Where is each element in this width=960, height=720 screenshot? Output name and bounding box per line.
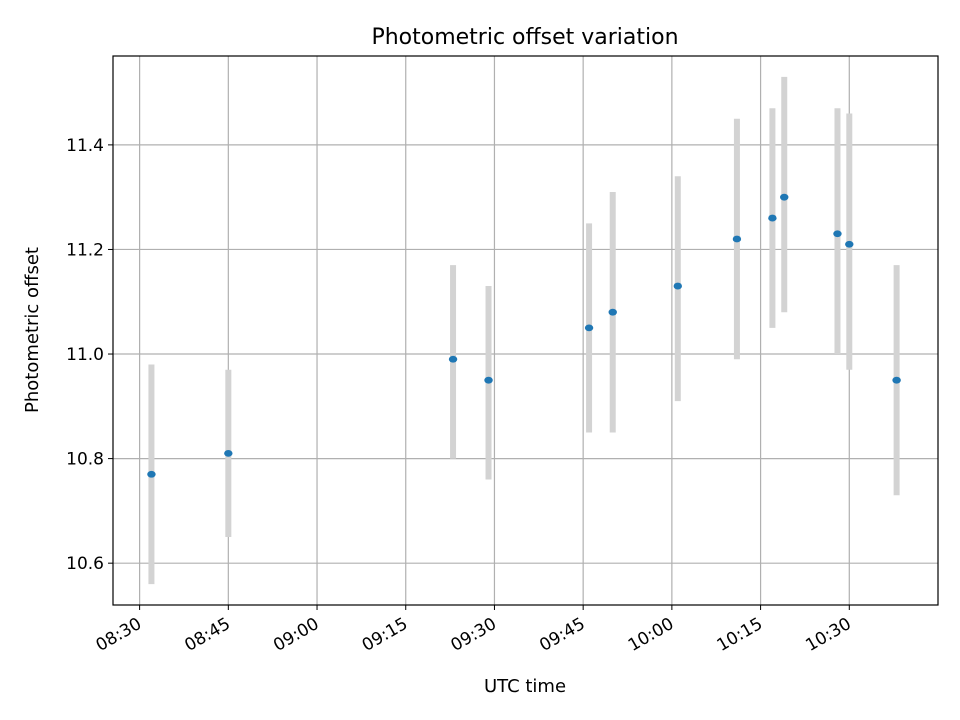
x-tick-label: 10:15	[714, 614, 766, 656]
y-tick-label: 10.8	[66, 450, 104, 470]
x-axis-label: UTC time	[484, 676, 566, 697]
y-tick-label: 11.4	[66, 136, 104, 156]
y-tick-label: 11.0	[66, 345, 104, 365]
x-tick-label: 09:15	[359, 614, 411, 656]
x-tick-label: 09:45	[536, 614, 588, 656]
x-tick-label: 08:45	[181, 614, 233, 656]
data-point	[833, 230, 842, 238]
data-point	[673, 282, 682, 290]
data-point	[584, 324, 594, 332]
data-point	[732, 235, 742, 243]
x-tick-label: 10:30	[802, 614, 854, 656]
data-point	[224, 449, 233, 457]
data-point	[608, 308, 617, 316]
data-point	[892, 376, 901, 384]
data-point	[845, 240, 854, 248]
x-tick-label: 10:00	[625, 614, 677, 656]
x-tick-label: 08:30	[93, 614, 145, 656]
y-tick-label: 11.2	[66, 240, 104, 260]
data-point	[768, 214, 777, 222]
data-point	[484, 376, 493, 384]
data-point	[448, 355, 458, 363]
chart-title: Photometric offset variation	[371, 25, 678, 50]
x-tick-label: 09:00	[270, 614, 322, 656]
y-tick-label: 10.6	[66, 554, 104, 574]
y-axis-label: Photometric offset	[22, 247, 43, 413]
data-point	[780, 193, 789, 201]
data-point	[147, 470, 156, 478]
plot-frame	[112, 55, 939, 606]
grid-layer	[113, 56, 938, 605]
point-layer	[147, 193, 901, 478]
x-tick-label: 09:30	[448, 614, 500, 656]
errorbar-layer	[148, 76, 900, 585]
